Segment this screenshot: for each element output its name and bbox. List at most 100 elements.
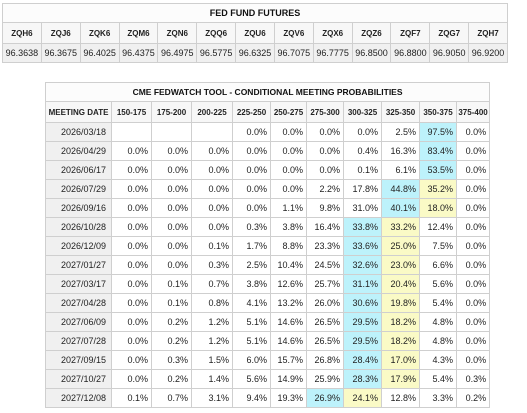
probability-cell: 8.8% [270,236,307,256]
meeting-date-cell: 2027/04/28 [45,293,112,313]
probability-cell: 10.4% [270,255,307,275]
meeting-row: 2026/06/17 0.0% 0.0% 0.0% 0.0% 0.0% 0.0% 0.1% 6.… [45,160,491,180]
probability-cell: 33.2% [381,217,420,237]
futures-title: FED FUND FUTURES [2,3,508,23]
futures-contract-header: ZQZ6 [351,22,392,44]
probability-cell: 0.0% [111,274,152,294]
fedwatch-probability-table: CME FEDWATCH TOOL - CONDITIONAL MEETING … [44,82,491,408]
meeting-row: 2026/12/09 0.0% 0.0% 0.1% 1.7% 8.8% 23.3% 33.6%… [45,236,491,256]
probability-cell: 0.0% [232,198,271,218]
probability-cell [191,122,233,142]
probability-cell: 0.0% [151,160,192,180]
probability-cell: 0.0% [455,236,491,256]
probability-cell: 12.4% [419,217,457,237]
probability-cell: 28.4% [343,350,382,370]
probability-cell: 0.0% [306,122,344,142]
meeting-row: 2026/03/18 0.0% 0.0% 0.0% 0.0% 2.5% 97.5% 0.0% [45,122,491,142]
meeting-row: 2027/04/28 0.0% 0.1% 0.8% 4.1% 13.2% 26.0% 30.6… [45,293,491,313]
probability-cell: 0.1% [151,293,192,313]
probability-cell: 0.2% [455,388,491,408]
probability-cell: 14.6% [270,312,307,332]
probability-cell: 0.0% [151,217,192,237]
futures-price-cell: 96.9050 [429,43,470,63]
meeting-date-cell: 2027/07/28 [45,331,112,351]
meeting-row: 2027/03/17 0.0% 0.1% 0.7% 3.8% 12.6% 25.7% 31.1… [45,274,491,294]
probability-cell: 0.0% [455,274,491,294]
probability-cell: 0.3% [455,369,491,389]
rate-range-header: 150-175 [111,101,152,123]
probability-cell: 0.0% [455,198,491,218]
futures-contract-header: ZQQ6 [196,22,237,44]
meeting-date-cell: 2027/01/27 [45,255,112,275]
probability-cell: 0.0% [455,179,491,199]
probability-cell: 0.0% [151,198,192,218]
probability-cell: 0.0% [111,179,152,199]
probability-cell: 44.8% [381,179,420,199]
probability-cell: 23.0% [381,255,420,275]
futures-price-cell: 96.9200 [468,43,508,63]
probability-cell: 0.3% [151,350,192,370]
probability-cell: 18.2% [381,312,420,332]
probability-cell: 1.7% [232,236,271,256]
futures-price-cell: 96.3638 [2,43,42,63]
probability-cell: 5.6% [232,369,271,389]
probability-cell: 16.4% [306,217,344,237]
futures-price-row: 96.3638 96.3675 96.4025 96.4375 96.4975 96.57… [2,43,508,63]
probability-cell: 0.0% [306,141,344,161]
probability-cell: 2.5% [381,122,420,142]
probability-cell: 0.0% [111,236,152,256]
futures-price-cell: 96.7775 [312,43,353,63]
probability-cell: 0.0% [151,179,192,199]
probability-cell: 20.4% [381,274,420,294]
futures-contract-header: ZQU6 [235,22,275,44]
futures-contract-header: ZQJ6 [40,22,81,44]
probability-cell: 1.2% [191,312,233,332]
futures-contract-header: ZQK6 [79,22,120,44]
probability-cell: 53.5% [419,160,457,180]
meeting-date-cell: 2026/07/29 [45,179,112,199]
probability-cell: 0.0% [455,350,491,370]
meeting-date-cell: 2026/03/18 [45,122,112,142]
futures-price-cell: 96.7075 [273,43,314,63]
rate-range-header: 300-325 [343,101,382,123]
probability-cell: 12.6% [270,274,307,294]
probability-cell: 1.5% [191,350,233,370]
meeting-date-cell: 2027/10/27 [45,369,112,389]
futures-header-row: ZQH6 ZQJ6 ZQK6 ZQM6 ZQN6 ZQQ6 ZQU6 ZQV6 ZQX6 ZQZ6… [2,22,508,44]
futures-price-cell: 96.4975 [157,43,198,63]
probability-cell: 0.0% [232,160,271,180]
probability-cell: 0.8% [191,293,233,313]
probability-cell: 0.0% [232,141,271,161]
probability-cell: 0.0% [191,217,233,237]
probability-cell: 0.3% [232,217,271,237]
futures-contract-header: ZQM6 [118,22,159,44]
meeting-date-cell: 2027/03/17 [45,274,112,294]
probability-cell [111,122,152,142]
futures-contract-header: ZQF7 [390,22,431,44]
probability-cell: 26.5% [306,331,344,351]
probability-cell: 5.6% [419,274,457,294]
probability-cell: 26.5% [306,312,344,332]
probability-cell: 19.8% [381,293,420,313]
probability-cell: 0.0% [111,217,152,237]
meeting-row: 2027/10/27 0.0% 0.2% 1.4% 5.6% 14.9% 25.9% 28.3… [45,369,491,389]
probability-cell: 97.5% [419,122,457,142]
futures-contract-header: ZQH7 [468,22,508,44]
probability-cell: 0.0% [343,122,382,142]
fedwatch-header-row: MEETING DATE 150-175 175-200 200-225 225-25… [45,101,491,123]
probability-cell: 0.0% [111,160,152,180]
probability-cell: 0.0% [270,160,307,180]
meeting-row: 2026/10/28 0.0% 0.0% 0.0% 0.3% 3.8% 16.4% 33.8%… [45,217,491,237]
probability-cell: 0.0% [455,312,491,332]
probability-cell: 9.4% [232,388,271,408]
probability-cell: 23.3% [306,236,344,256]
probability-cell: 0.0% [111,350,152,370]
meeting-date-cell: 2027/12/08 [45,388,112,408]
meeting-row: 2027/01/27 0.0% 0.0% 0.3% 2.5% 10.4% 24.5% 32.6… [45,255,491,275]
probability-cell: 0.0% [111,198,152,218]
probability-cell: 0.2% [151,331,192,351]
probability-cell: 3.8% [270,217,307,237]
futures-price-cell: 96.4375 [118,43,159,63]
probability-cell: 24.1% [343,388,382,408]
rate-range-header: 350-375 [419,101,457,123]
